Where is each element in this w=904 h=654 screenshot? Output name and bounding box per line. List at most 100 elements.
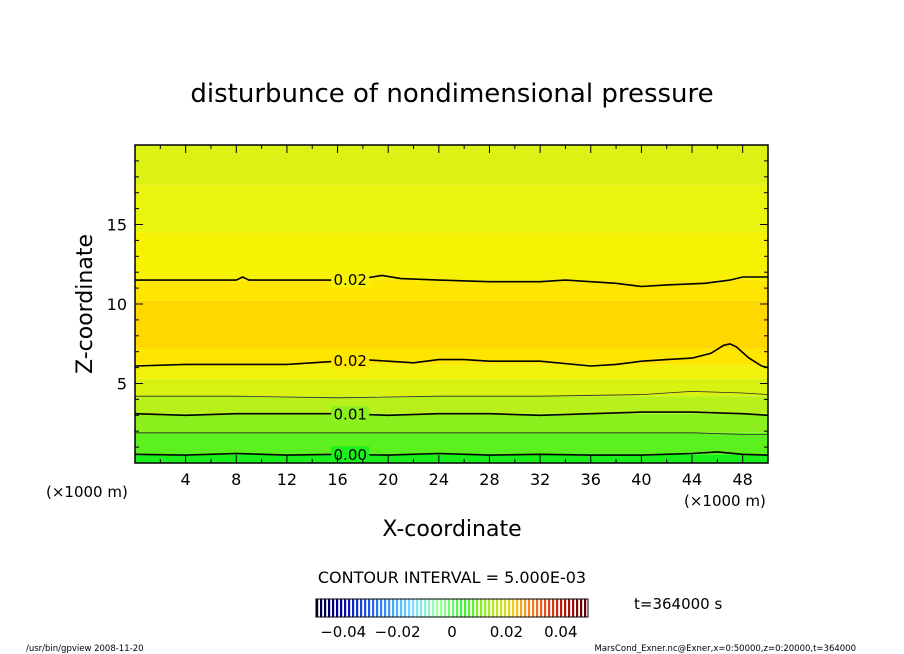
colorbar-stripe — [404, 599, 407, 617]
colorbar-stripe — [416, 599, 419, 617]
colorbar-stripe — [372, 599, 375, 617]
colorbar-stripe — [352, 599, 355, 617]
x-tick-label: 8 — [231, 470, 241, 489]
colorbar-stripe — [444, 599, 447, 617]
contour-label-bg-3 — [331, 446, 370, 463]
colorbar-tick-label: −0.02 — [375, 623, 421, 641]
x-tick-label: 12 — [277, 470, 297, 489]
colorbar-stripe — [336, 599, 339, 617]
colorbar-stripe — [316, 599, 319, 617]
colorbar-stripe — [484, 599, 487, 617]
contour-line-2 — [134, 411, 769, 417]
colorbar-stripe — [320, 599, 323, 617]
colorbar-stripe — [408, 599, 411, 617]
colorbar-stripe — [564, 599, 567, 617]
colorbar-stripe — [584, 599, 587, 617]
colorbar-stripe — [540, 599, 543, 617]
colorbar-stripe — [380, 599, 383, 617]
x-tick-label: 48 — [733, 470, 753, 489]
chart-title: disturbunce of nondimensional pressure — [190, 79, 713, 109]
colorbar-stripe — [448, 599, 451, 617]
colorbar-stripe — [368, 599, 371, 617]
y-axis-label: Z-coordinate — [73, 234, 98, 374]
color-band-11 — [135, 145, 768, 185]
colorbar-stripe — [428, 599, 431, 617]
x-tick-label: 44 — [682, 470, 702, 489]
footer-right: MarsCond_Exner.nc@Exner,x=0:50000,z=0:20… — [594, 644, 856, 654]
colorbar-frame — [315, 598, 589, 618]
color-band-7 — [135, 300, 768, 349]
colorbar-stripe — [548, 599, 551, 617]
x-tick-label: 28 — [479, 470, 499, 489]
colorbar-stripe — [392, 599, 395, 617]
colorbar-stripe — [504, 599, 507, 617]
contour-label-bg-2 — [331, 406, 370, 423]
colorbar-stripe — [520, 599, 523, 617]
x-axis-label: X-coordinate — [382, 517, 521, 542]
minor-contour-1 — [135, 432, 768, 435]
colorbar-stripe — [492, 599, 495, 617]
colorbar-stripe — [508, 599, 511, 617]
colorbar-stripe — [552, 599, 555, 617]
color-band-6 — [135, 348, 768, 365]
colorbar-stripe — [512, 599, 515, 617]
colorbar-tick-label: 0.02 — [490, 623, 523, 641]
colorbar-stripe — [572, 599, 575, 617]
colorbar-stripe — [480, 599, 483, 617]
colorbar-stripe — [488, 599, 491, 617]
x-tick-label: 40 — [631, 470, 651, 489]
y-tick-label: 10 — [107, 295, 127, 314]
colorbar-stripe — [420, 599, 423, 617]
x-tick-label: 36 — [581, 470, 601, 489]
colorbar-stripe — [580, 599, 583, 617]
colorbar-stripe — [472, 599, 475, 617]
colorbar-stripe — [328, 599, 331, 617]
time-label: t=364000 s — [634, 595, 722, 613]
colorbar-stripe — [360, 599, 363, 617]
colorbar-stripe — [528, 599, 531, 617]
colorbar-stripe — [400, 599, 403, 617]
color-band-0 — [135, 454, 768, 463]
colorbar-stripe — [432, 599, 435, 617]
color-band-2 — [135, 413, 768, 433]
colorbar-stripe — [460, 599, 463, 617]
colorbar-stripe — [412, 599, 415, 617]
colorbar-tick-label: 0 — [447, 623, 457, 641]
colorbar-stripe — [344, 599, 347, 617]
colorbar-stripe — [356, 599, 359, 617]
minor-contours — [135, 390, 769, 435]
colorbar-stripe — [556, 599, 559, 617]
colorbar-stripe — [348, 599, 351, 617]
contour-label-bg-1 — [331, 352, 370, 369]
x-tick-label: 4 — [181, 470, 191, 489]
contour-interval-label: CONTOUR INTERVAL = 5.000E-03 — [318, 568, 586, 587]
x-unit-left: (×1000 m) — [46, 483, 128, 501]
colorbar-stripe — [388, 599, 391, 617]
x-unit-right: (×1000 m) — [684, 492, 766, 510]
x-tick-labels: 4 8 12 16 20 24 28 32 36 40 44 48 — [181, 470, 753, 489]
colorbar-stripe — [340, 599, 343, 617]
color-band-4 — [135, 378, 768, 397]
color-band-9 — [135, 232, 768, 281]
colorbar-stripe — [424, 599, 427, 617]
colorbar-stripe — [576, 599, 579, 617]
contour-label-1: 0.02 — [334, 352, 367, 370]
contour-label-bg-0 — [331, 271, 370, 288]
x-tick-label: 16 — [327, 470, 347, 489]
color-band-10 — [135, 184, 768, 233]
x-tick-label: 32 — [530, 470, 550, 489]
colorbar-tick-label: 0.04 — [544, 623, 577, 641]
colorbar-stripe — [396, 599, 399, 617]
colorbar-stripe — [524, 599, 527, 617]
colorbar-stripe — [560, 599, 563, 617]
color-band-8 — [135, 280, 768, 301]
y-tick-label: 5 — [117, 375, 127, 394]
colorbar-stripe — [468, 599, 471, 617]
contour-line-0 — [135, 274, 768, 288]
y-tick-label: 15 — [107, 216, 127, 235]
colorbar-stripe — [452, 599, 455, 617]
colorbar-stripe — [440, 599, 443, 617]
colorbar-stripe — [464, 599, 467, 617]
colorbar-stripe — [476, 599, 479, 617]
